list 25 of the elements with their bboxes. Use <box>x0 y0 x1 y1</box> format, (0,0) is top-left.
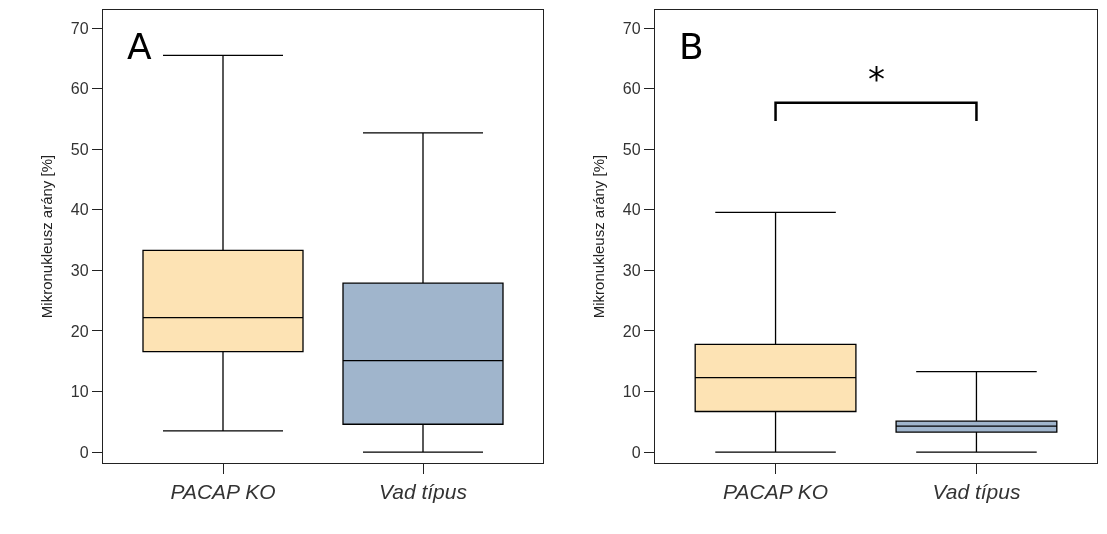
x-tick-label: Vad típus <box>379 480 468 504</box>
y-tick-label: 70 <box>70 19 89 37</box>
y-tick-label: 0 <box>631 443 641 461</box>
y-tick-label: 50 <box>622 140 641 158</box>
y-axis-title: Mikronukleusz arány [%] <box>38 154 56 319</box>
y-tick-label: 10 <box>70 383 89 401</box>
annotation: * <box>868 59 885 99</box>
y-tick-label: 60 <box>70 80 89 98</box>
y-tick-label: 10 <box>622 383 641 401</box>
y-tick-label: 0 <box>79 443 89 461</box>
y-tick-label: 40 <box>70 201 89 219</box>
y-tick-label: 20 <box>622 322 641 340</box>
x-tick-label: PACAP KO <box>170 480 276 504</box>
y-tick-label: 30 <box>70 262 89 280</box>
annotation: B <box>679 26 704 67</box>
y-tick-label: 40 <box>622 201 641 219</box>
x-tick-label: Vad típus <box>932 480 1021 504</box>
y-tick-label: 50 <box>70 140 89 158</box>
y-tick-label: 20 <box>70 322 89 340</box>
x-tick-label: PACAP KO <box>723 480 829 504</box>
annotation: A <box>127 26 152 67</box>
y-tick-label: 30 <box>622 262 641 280</box>
y-tick-label: 60 <box>622 80 641 98</box>
y-tick-label: 70 <box>622 19 641 37</box>
y-axis-title: Mikronukleusz arány [%] <box>590 154 608 319</box>
